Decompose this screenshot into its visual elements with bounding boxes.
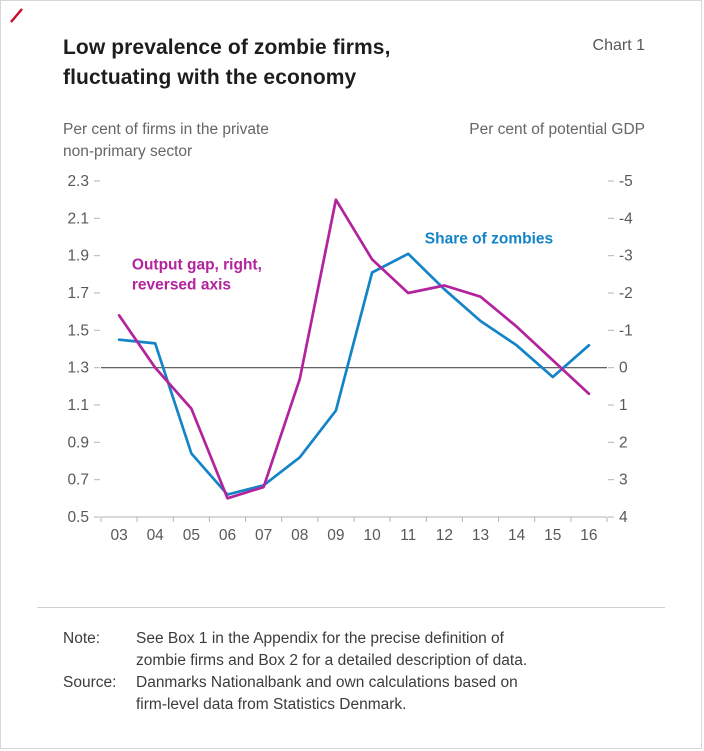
left-axis-tick-label: 1.1 (67, 397, 89, 414)
left-axis-tick-label: 1.9 (67, 248, 89, 265)
right-axis-tick-label: 0 (619, 360, 628, 377)
chart-title-line1: Low prevalence of zombie firms, (63, 36, 391, 59)
note-text: See Box 1 in the Appendix for the precis… (136, 628, 655, 672)
left-axis-title: Per cent of firms in the private non-pri… (63, 119, 269, 163)
left-axis-tick-label: 1.3 (67, 360, 89, 377)
chart-title-line2: fluctuating with the economy (63, 66, 357, 89)
note-label: Note: (63, 630, 101, 647)
right-axis-tick-label: 3 (619, 472, 628, 489)
left-axis-tick-label: 2.1 (67, 210, 89, 227)
right-axis-tick-label: 4 (619, 509, 628, 526)
note-text-line1: See Box 1 in the Appendix for the precis… (136, 630, 504, 647)
x-axis-year-label: 12 (436, 527, 453, 544)
note-text-line2: zombie firms and Box 2 for a detailed de… (136, 652, 528, 669)
source-text-line1: Danmarks Nationalbank and own calculatio… (136, 674, 518, 691)
x-axis-year-label: 15 (544, 527, 561, 544)
x-axis-year-label: 04 (147, 527, 165, 544)
right-axis-tick-label: -5 (619, 173, 633, 190)
series-annotation-label: Share of zombies (425, 231, 553, 248)
right-axis-tick-label: 1 (619, 397, 628, 414)
left-axis-tick-label: 0.9 (67, 434, 89, 451)
chart-header: Low prevalence of zombie firms, fluctuat… (1, 1, 701, 93)
source-text-line2: firm-level data from Statistics Denmark. (136, 696, 407, 713)
x-axis-year-label: 10 (363, 527, 381, 544)
source-label: Source: (63, 674, 117, 691)
left-axis-tick-label: 1.7 (67, 285, 89, 302)
axis-titles-row: Per cent of firms in the private non-pri… (1, 93, 701, 163)
right-axis-tick-label: 2 (619, 434, 628, 451)
footer-divider (37, 607, 665, 608)
series-annotation-label: Output gap, right, (132, 256, 262, 273)
left-axis-title-line2: non-primary sector (63, 143, 193, 160)
left-axis-title-line1: Per cent of firms in the private (63, 121, 269, 138)
chart-number-label: Chart 1 (592, 37, 645, 54)
x-axis-year-label: 05 (183, 527, 200, 544)
source-row: Source: Danmarks Nationalbank and own ca… (63, 672, 655, 716)
right-axis-title: Per cent of potential GDP (469, 121, 645, 138)
footnotes: Note: See Box 1 in the Appendix for the … (1, 608, 701, 716)
zombie-firms-line-chart: 2.3 2.1 1.9 1.7 1.5 1.3 1.1 0.9 0.7 0.5 -5 -4 -3 -2 -1… (59, 165, 701, 565)
red-corner-accent-icon (10, 8, 23, 23)
x-axis-year-label: 08 (291, 527, 308, 544)
x-axis-year-label: 11 (400, 527, 416, 544)
right-axis-tick-label: -3 (619, 248, 633, 265)
left-axis-tick-label: 0.5 (67, 509, 89, 526)
left-axis-tick-label: 1.5 (67, 322, 89, 339)
series-annotation-label: reversed axis (132, 276, 231, 293)
x-axis-year-label: 06 (219, 527, 236, 544)
x-axis-year-label: 13 (472, 527, 489, 544)
right-axis-tick-label: -1 (619, 322, 633, 339)
chart-title: Low prevalence of zombie firms, fluctuat… (63, 33, 391, 93)
x-axis-year-label: 03 (110, 527, 127, 544)
x-axis-year-label: 16 (580, 527, 597, 544)
left-axis-tick-label: 0.7 (67, 472, 89, 489)
x-axis-year-label: 07 (255, 527, 272, 544)
series-line-0 (117, 252, 591, 496)
right-axis-tick-label: -4 (619, 210, 633, 227)
x-axis-year-label: 14 (508, 527, 526, 544)
red-corner-accent-line (10, 8, 23, 23)
series-line-1 (117, 198, 591, 500)
source-text: Danmarks Nationalbank and own calculatio… (136, 672, 655, 716)
note-row: Note: See Box 1 in the Appendix for the … (63, 628, 655, 672)
left-axis-tick-label: 2.3 (67, 173, 89, 190)
x-axis-year-label: 09 (327, 527, 344, 544)
right-axis-tick-label: -2 (619, 285, 633, 302)
chart-canvas: 2.3 2.1 1.9 1.7 1.5 1.3 1.1 0.9 0.7 0.5 -5 -4 -3 -2 -1… (67, 173, 633, 544)
